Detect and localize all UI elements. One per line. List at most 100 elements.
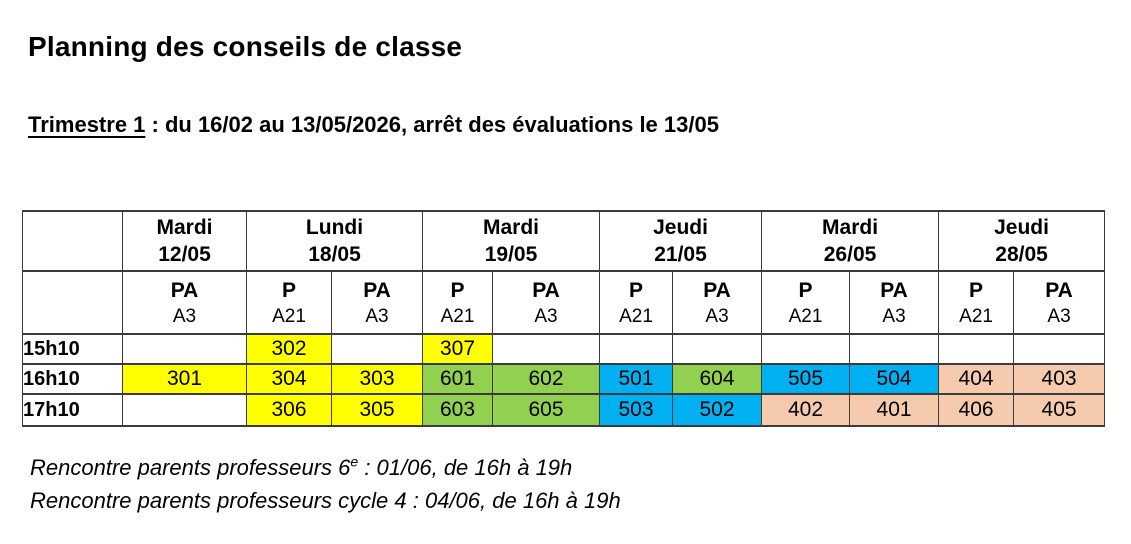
slot-room: A21 <box>959 305 993 327</box>
schedule-cell <box>938 333 1015 365</box>
schedule-cell <box>599 333 674 365</box>
slot-room: A21 <box>440 305 475 327</box>
schedule-cell: 403 <box>1013 363 1106 395</box>
day-header: Mardi 19/05 <box>421 210 601 272</box>
schedule-cell: 603 <box>422 393 493 427</box>
schedule-cell: 303 <box>331 363 423 395</box>
schedule-cell <box>672 333 763 365</box>
slot-room: A3 <box>705 305 729 327</box>
schedule-cell: 301 <box>122 363 247 395</box>
time-label: 15h10 <box>22 333 123 365</box>
schedule-cell: 302 <box>246 333 332 365</box>
schedule-cell: 504 <box>849 363 940 395</box>
slot-type: PA <box>363 278 391 302</box>
time-label: 16h10 <box>22 363 123 395</box>
slot-header-row: PA A3 P A21 PA A3 P A21 PA A3 P A21 <box>22 270 1106 335</box>
slot-type: PA <box>1045 278 1073 302</box>
slot-type: PA <box>170 278 199 302</box>
slot-header: P A21 <box>246 270 332 335</box>
slot-type: P <box>969 278 984 302</box>
day-name: Jeudi <box>994 216 1049 239</box>
day-date: 21/05 <box>654 243 707 266</box>
schedule-row-16h10: 16h10 301 304 303 601 602 501 604 505 50… <box>22 363 1106 395</box>
slot-room: A3 <box>172 305 197 327</box>
note-parents-cycle4: Rencontre parents professeurs cycle 4 : … <box>30 484 621 517</box>
slot-room: A3 <box>1047 305 1071 327</box>
schedule-cell <box>849 333 940 365</box>
note-rest: : 01/06, de 16h à 19h <box>358 455 573 480</box>
schedule-cell: 401 <box>849 393 940 427</box>
schedule-cell: 503 <box>599 393 674 427</box>
note-parents-6e: Rencontre parents professeurs 6e : 01/06… <box>30 451 621 484</box>
slot-room: A3 <box>534 305 558 327</box>
slot-header: PA A3 <box>672 270 763 335</box>
page-title: Planning des conseils de classe <box>28 30 463 62</box>
slot-type: P <box>281 278 296 302</box>
slot-room: A21 <box>788 305 823 327</box>
slot-header: P A21 <box>761 270 851 335</box>
slot-type: P <box>629 278 644 302</box>
trimester-label: Trimestre 1 <box>28 112 146 137</box>
trimester-subtitle: Trimestre 1 : du 16/02 au 13/05/2026, ar… <box>28 112 719 138</box>
slot-type: P <box>450 278 465 302</box>
day-name: Lundi <box>305 216 364 239</box>
schedule-cell: 601 <box>422 363 493 395</box>
schedule-cell <box>491 333 601 365</box>
day-name: Mardi <box>156 216 213 239</box>
notes-block: Rencontre parents professeurs 6e : 01/06… <box>30 451 621 517</box>
slot-type: PA <box>532 278 560 302</box>
schedule-row-17h10: 17h10 306 305 603 605 503 502 402 401 40… <box>22 393 1106 427</box>
schedule-cell: 304 <box>246 363 332 395</box>
day-date: 18/05 <box>308 243 361 266</box>
day-date: 19/05 <box>484 243 538 266</box>
slot-header: PA A3 <box>849 270 940 335</box>
day-date: 28/05 <box>995 243 1048 266</box>
trimester-dates: : du 16/02 au 13/05/2026, arrêt des éval… <box>145 112 719 137</box>
slot-header: PA A3 <box>491 270 601 335</box>
schedule-cell: 307 <box>422 333 493 365</box>
slot-header: PA A3 <box>1013 270 1106 335</box>
schedule-cell <box>122 333 247 365</box>
corner-cell <box>22 270 123 335</box>
schedule-cell <box>761 333 851 365</box>
day-name: Mardi <box>483 216 540 239</box>
slot-room: A3 <box>365 305 389 327</box>
schedule-cell: 602 <box>491 363 601 395</box>
slot-header: P A21 <box>938 270 1015 335</box>
slot-header: P A21 <box>422 270 493 335</box>
schedule-cell: 305 <box>331 393 423 427</box>
day-date: 26/05 <box>823 243 877 266</box>
schedule-cell: 501 <box>599 363 674 395</box>
day-name: Jeudi <box>653 216 708 239</box>
day-header: Lundi 18/05 <box>246 210 423 272</box>
schedule-cell: 604 <box>672 363 763 395</box>
slot-header: PA A3 <box>122 270 247 335</box>
day-header: Mardi 12/05 <box>122 210 247 272</box>
note-text: Rencontre parents professeurs 6 <box>30 455 351 480</box>
corner-cell <box>22 210 123 272</box>
slot-room: A21 <box>619 305 653 327</box>
schedule-cell: 502 <box>672 393 763 427</box>
schedule-cell: 406 <box>938 393 1015 427</box>
slot-room: A3 <box>882 305 906 327</box>
schedule-table: Mardi 12/05 Lundi 18/05 Mardi 19/05 Jeud… <box>22 210 1106 427</box>
slot-room: A21 <box>272 305 306 327</box>
schedule-cell: 405 <box>1013 393 1106 427</box>
slot-type: PA <box>703 278 731 302</box>
day-date: 12/05 <box>158 243 211 266</box>
schedule-row-15h10: 15h10 302 307 <box>22 333 1106 365</box>
note-superscript: e <box>350 453 359 470</box>
slot-header: P A21 <box>599 270 674 335</box>
schedule-cell: 505 <box>761 363 851 395</box>
schedule-cell: 605 <box>491 393 601 427</box>
note-text: Rencontre parents professeurs cycle 4 <box>30 488 407 513</box>
note-rest: : 04/06, de 16h à 19h <box>406 488 621 513</box>
day-header: Jeudi 28/05 <box>938 210 1106 272</box>
slot-header: PA A3 <box>331 270 423 335</box>
slot-type: PA <box>880 278 908 302</box>
slot-type: P <box>798 278 813 302</box>
schedule-cell: 404 <box>938 363 1015 395</box>
day-header-row: Mardi 12/05 Lundi 18/05 Mardi 19/05 Jeud… <box>22 210 1106 272</box>
day-header: Mardi 26/05 <box>761 210 940 272</box>
